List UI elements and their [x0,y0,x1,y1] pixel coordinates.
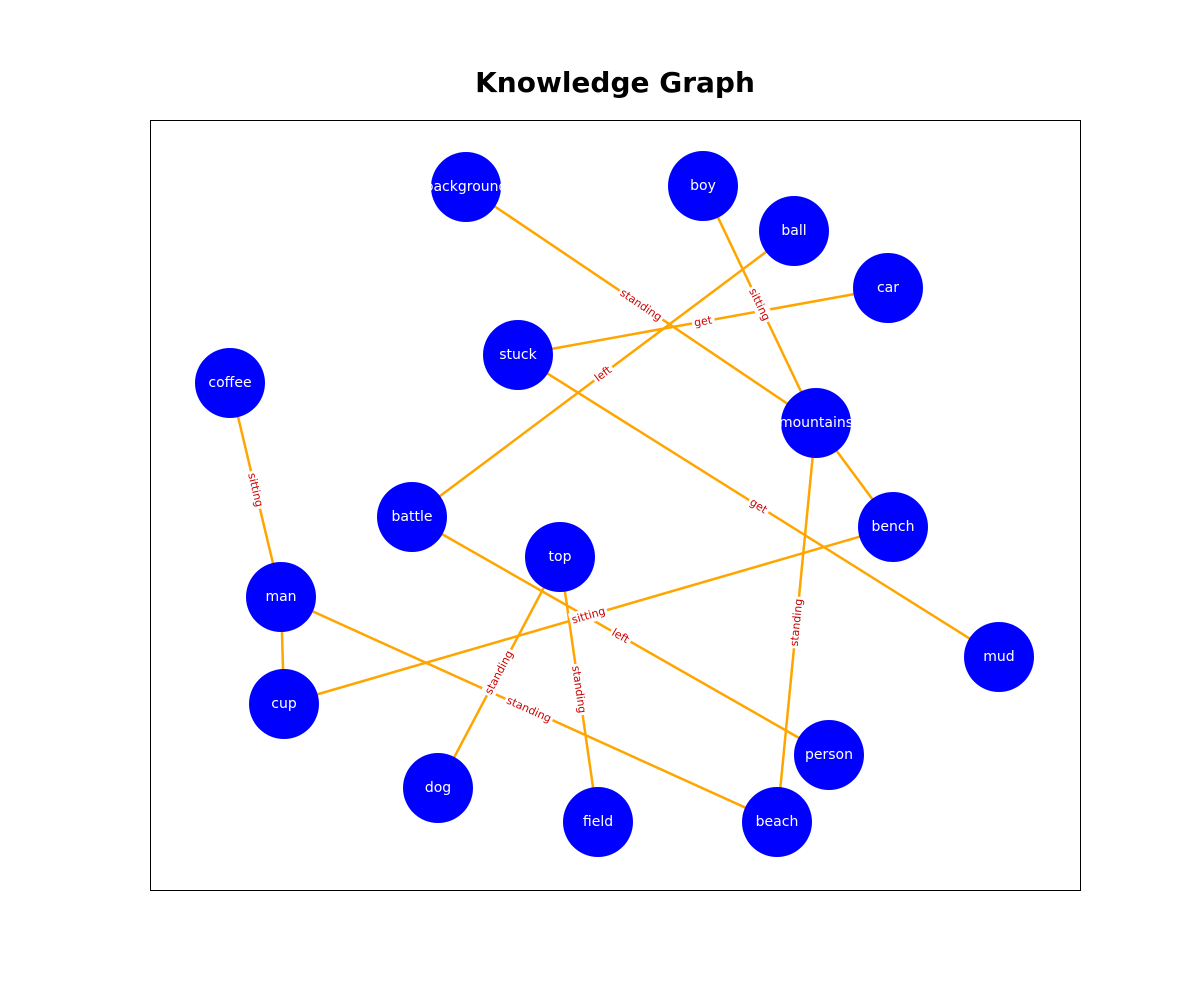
node-person: person [794,720,864,790]
node-car: car [853,253,923,323]
node-stuck: stuck [483,320,553,390]
node-label: stuck [499,347,537,363]
node-mud: mud [964,622,1034,692]
node-mountains: mountains [779,388,853,458]
edge-label: standing [482,648,516,696]
node-cup: cup [249,669,319,739]
graph-title: Knowledge Graph [475,66,755,99]
node-ball: ball [759,196,829,266]
node-circle [668,151,738,221]
node-battle: battle [377,482,447,552]
edge-label-background [615,284,667,326]
edge-label-group: standing [567,662,591,717]
node-circle [249,669,319,739]
node-label: ball [781,223,806,239]
node-field: field [563,787,633,857]
edge-label-background [480,646,518,699]
node-label: beach [756,814,799,830]
edge-label-group: get [690,312,716,331]
node-circle [858,492,928,562]
node-top: top [525,522,595,592]
node-circle [563,787,633,857]
node-circle [246,562,316,632]
edge-label-group: sitting [243,469,268,511]
node-beach: beach [742,787,812,857]
edge-label-background [744,283,775,326]
edge-label-group: standing [615,284,667,326]
edge-label-group: get [745,493,773,519]
node-circle [781,388,851,458]
node-coffee: coffee [195,348,265,418]
node-bench: bench [858,492,928,562]
node-dog: dog [403,753,473,823]
edge-label-background [690,312,716,331]
node-circle [377,482,447,552]
edge-label-group: sitting [567,602,610,629]
node-circle [483,320,553,390]
node-label: top [549,549,572,565]
edge-label-group: left [607,624,635,649]
edge-label: standing [618,286,665,323]
edge-label-group: standing [480,646,518,699]
node-label: boy [690,178,716,194]
node-label: mountains [779,415,853,431]
edge-label: sitting [746,286,773,323]
node-label: bench [872,519,915,535]
edge-label-background [607,624,635,649]
edge-label-group: standing [502,691,556,728]
edge-label-background [243,469,268,511]
edge-label-background [745,493,773,519]
node-label: coffee [208,375,251,391]
node-background: background [425,152,508,222]
node-label: mud [983,649,1014,665]
node-circle [964,622,1034,692]
edge-label-background [567,602,610,629]
node-circle [431,152,501,222]
edge-label-group: left [589,361,617,387]
node-label: car [877,280,899,296]
node-label: background [425,179,508,195]
node-circle [794,720,864,790]
node-label: battle [392,509,433,525]
edge-label: get [693,313,714,329]
node-circle [525,522,595,592]
node-circle [853,253,923,323]
node-label: cup [271,696,297,712]
node-boy: boy [668,151,738,221]
edge-label-background [786,596,807,649]
node-circle [759,196,829,266]
node-label: dog [425,780,451,796]
edge-label-background [589,361,617,387]
node-circle [403,753,473,823]
node-circle [742,787,812,857]
edge-label-background [502,691,556,728]
node-circle [195,348,265,418]
node-label: field [583,814,613,830]
plot-frame [150,120,1081,891]
edge-label-background [567,662,591,717]
edge-label-group: standing [786,596,807,649]
node-label: person [805,747,853,763]
nodes-layer: background boy ball car stuck coffee mountains… [195,151,1034,857]
node-label: man [265,589,296,605]
edge-label-group: sitting [744,283,775,326]
node-man: man [246,562,316,632]
edge-label: standing [788,598,806,647]
